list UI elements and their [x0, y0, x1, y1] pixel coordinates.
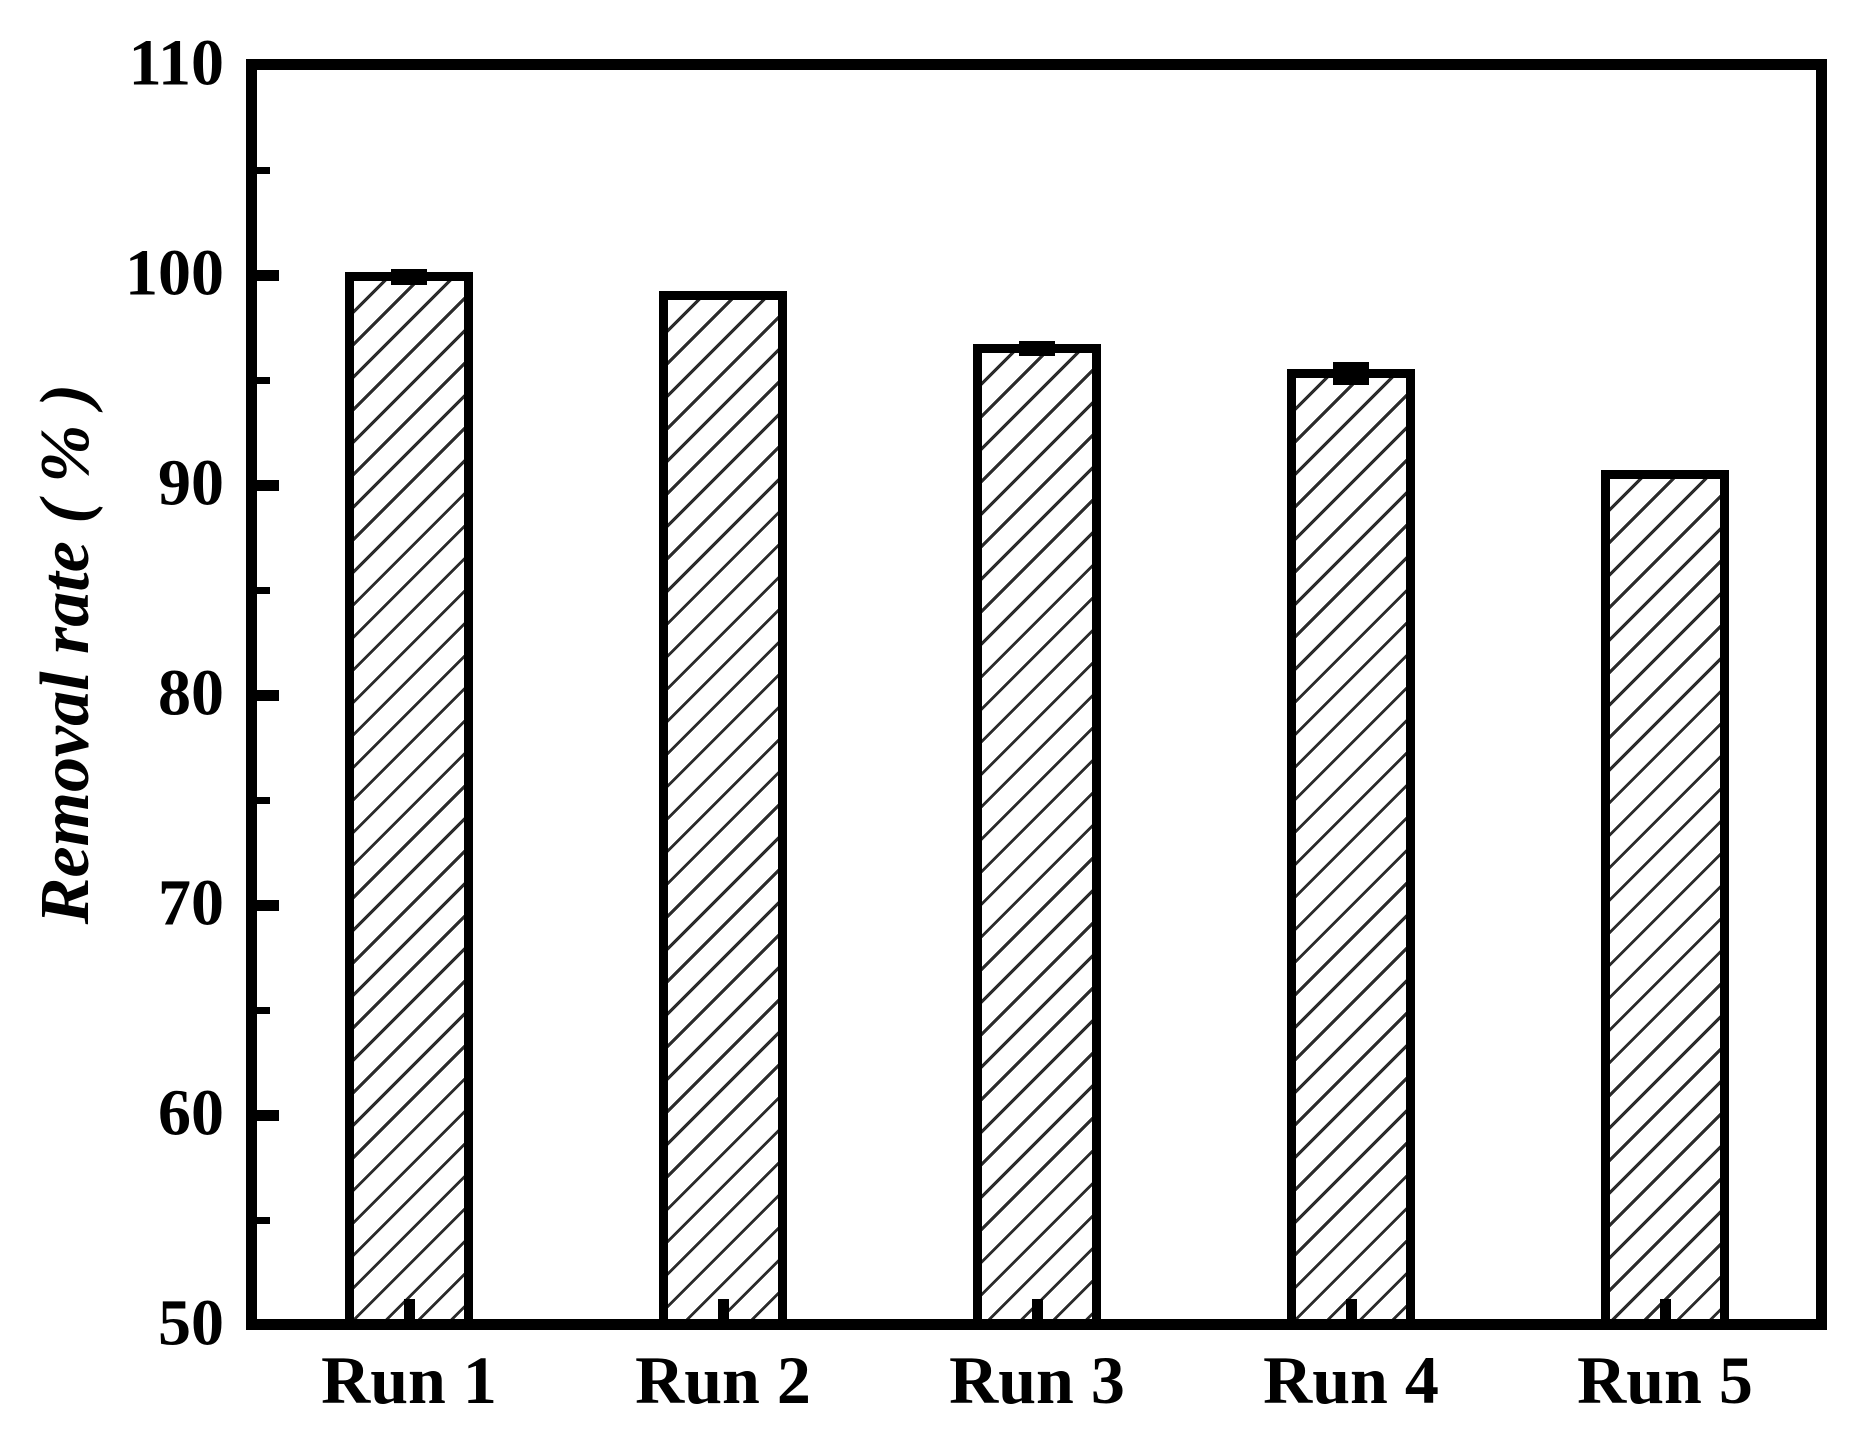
- error-bar-line: [1347, 365, 1355, 383]
- y-major-tick: [257, 480, 279, 491]
- x-tick-label: Run 3: [949, 1342, 1125, 1418]
- bar-run-4: [1287, 368, 1415, 1330]
- bar-run-1: [345, 272, 473, 1330]
- y-tick-label: 70: [158, 866, 224, 940]
- y-tick-label: 60: [158, 1076, 224, 1150]
- y-minor-tick: [257, 1007, 270, 1014]
- y-minor-tick: [257, 377, 270, 384]
- x-tick-label: Run 4: [1263, 1342, 1439, 1418]
- bar-run-2: [659, 291, 787, 1330]
- x-tick-label: Run 2: [635, 1342, 811, 1418]
- y-major-tick: [257, 690, 279, 701]
- error-bar-cap-top: [391, 268, 427, 276]
- error-bar-cap-top: [1333, 362, 1369, 370]
- y-major-tick: [257, 900, 279, 911]
- y-minor-tick: [257, 797, 270, 804]
- bar-run-5: [1601, 469, 1729, 1330]
- error-bar-line: [1033, 344, 1041, 353]
- x-tick-label: Run 1: [321, 1342, 497, 1418]
- error-bar-cap-bottom: [1019, 348, 1055, 356]
- y-minor-tick: [257, 167, 270, 174]
- y-tick-label: 90: [158, 446, 224, 520]
- error-bar-line: [405, 271, 413, 283]
- y-tick-label: 110: [128, 26, 224, 100]
- error-bar-cap-bottom: [1333, 378, 1369, 386]
- bar-run-3: [973, 343, 1101, 1330]
- x-tick: [718, 1299, 729, 1319]
- y-tick-label: 100: [125, 236, 224, 310]
- x-tick: [1032, 1299, 1043, 1319]
- x-tick-label: Run 5: [1577, 1342, 1753, 1418]
- y-tick-label: 80: [158, 656, 224, 730]
- y-tick-label: 50: [158, 1286, 224, 1360]
- y-major-tick: [257, 1110, 279, 1121]
- error-bar-cap-bottom: [391, 278, 427, 286]
- x-tick: [404, 1299, 415, 1319]
- y-major-tick: [257, 270, 279, 281]
- x-tick: [1346, 1299, 1357, 1319]
- x-tick: [1660, 1299, 1671, 1319]
- y-minor-tick: [257, 1217, 270, 1224]
- error-bar-cap-top: [1019, 341, 1055, 349]
- y-minor-tick: [257, 587, 270, 594]
